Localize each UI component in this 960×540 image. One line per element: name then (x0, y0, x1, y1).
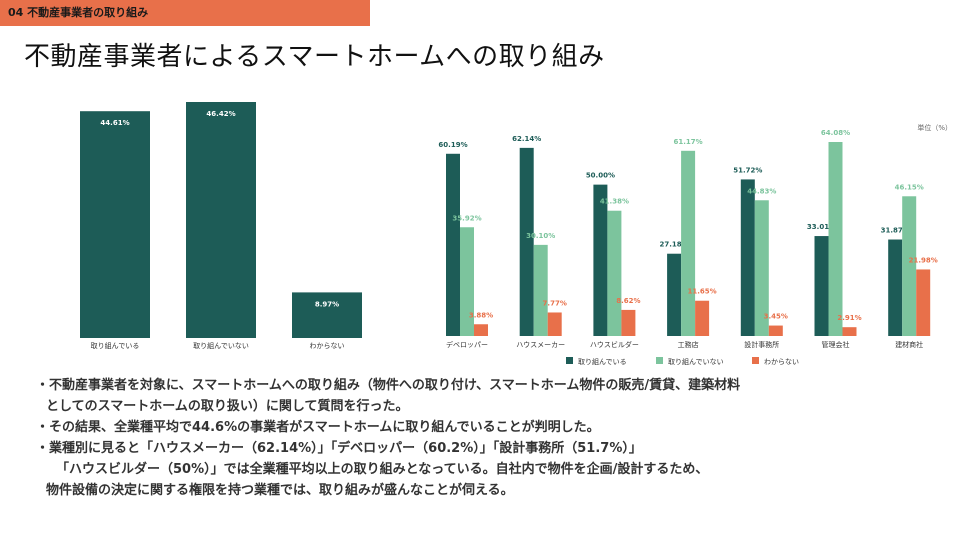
industry-bar (695, 300, 710, 336)
charts-canvas: 44.61% 取り組んでいる 46.42% 取り組んでいない 8.97% わからない 単位（… (80, 102, 952, 366)
overall-bar-value-label: 8.97% (315, 300, 339, 308)
industry-bar-value-label: 44.83% (747, 187, 776, 195)
industry-bar (842, 327, 857, 336)
industry-bar-value-label: 50.00% (586, 172, 615, 180)
legend-label: 取り組んでいる (578, 357, 627, 366)
legend-label: 取り組んでいない (668, 357, 724, 366)
industry-bar (681, 150, 696, 336)
overall-bar (80, 111, 150, 339)
industry-bar-value-label: 46.15% (895, 183, 924, 191)
overall-bar (292, 292, 362, 338)
note-line: 物件設備の決定に関する権限を持つ業種では、取り組みが盛んなことが伺える。 (46, 483, 514, 498)
industry-bar (474, 324, 488, 336)
industry-bar (519, 147, 534, 336)
note-line: としてのスマートホームの取り扱い）に関して質問を行った。 (46, 399, 409, 414)
overall-bar-value-label: 46.42% (206, 110, 235, 118)
industry-bar (916, 269, 931, 336)
legend-swatch (752, 357, 759, 364)
industry-bar-value-label: 35.92% (452, 214, 481, 222)
industry-bar (667, 253, 682, 336)
industry-bar-value-label: 64.08% (821, 129, 850, 137)
legend-swatch (656, 357, 663, 364)
note-line: ・不動産事業者を対象に、スマートホームへの取り組み（物件への取り付け、スマートホ… (36, 378, 741, 393)
industry-bar-value-label: 3.88% (469, 311, 493, 319)
industry-bar (902, 196, 917, 336)
industry-bar-value-label: 30.10% (526, 232, 555, 240)
industry-bar (621, 309, 636, 336)
industry-category-label: 設計事務所 (744, 340, 779, 349)
industry-category-label: 工務店 (678, 340, 699, 349)
industry-bar-value-label: 51.72% (733, 166, 762, 174)
industry-bar-value-label: 11.65% (688, 288, 717, 296)
note-line: ・業種別に見ると「ハウスメーカー（62.14%）」「デベロッパー（60.2%）」… (36, 441, 642, 456)
industry-bar (446, 153, 460, 336)
industry-bar-value-label: 62.14% (512, 135, 541, 143)
industry-bar-value-label: 31.87% (881, 227, 910, 235)
overall-category-label: 取り組んでいない (193, 341, 249, 350)
legend-label: わからない (764, 358, 799, 366)
industry-category-label: ハウスビルダー (590, 340, 639, 349)
note-line: 「ハウスビルダー（50%）」では全業種平均以上の取り組みとなっている。自社内で物… (56, 462, 709, 477)
note-line: ・その結果、全業種平均で44.6%の事業者がスマートホームに取り組んでいることが… (36, 420, 600, 435)
page-title: 不動産事業者によるスマートホームへの取り組み (24, 42, 605, 72)
overall-bar (186, 102, 256, 338)
unit-label: 単位（%） (917, 123, 952, 132)
industry-category-label: 管理会社 (822, 340, 850, 349)
overall-category-label: 取り組んでいる (91, 341, 140, 350)
industry-bar (547, 312, 562, 336)
industry-bar-value-label: 7.77% (543, 299, 567, 307)
overall-bar-value-label: 44.61% (100, 119, 129, 127)
industry-bar (593, 184, 608, 336)
industry-bar-value-label: 21.98% (909, 256, 938, 264)
industry-bar (607, 210, 622, 336)
industry-bar (754, 200, 769, 336)
industry-bar (460, 227, 474, 336)
industry-bar-value-label: 3.45% (764, 313, 788, 321)
industry-category-label: ハウスメーカー (516, 341, 565, 349)
industry-category-label: 建材商社 (895, 340, 923, 349)
industry-bar (533, 244, 548, 336)
industry-bar-value-label: 60.19% (438, 141, 467, 149)
industry-bar (814, 236, 829, 336)
industry-bar (888, 239, 903, 336)
industry-bar-value-label: 61.17% (674, 138, 703, 146)
overall-category-label: わからない (310, 342, 345, 350)
section-tag: 04 不動産事業者の取り組み (0, 0, 370, 26)
notes: ・不動産事業者を対象に、スマートホームへの取り組み（物件への取り付け、スマートホ… (36, 375, 946, 501)
industry-bar (828, 142, 843, 336)
industry-category-label: デベロッパー (446, 340, 488, 349)
industry-bar-value-label: 41.38% (600, 198, 629, 206)
industry-bar (768, 325, 783, 336)
industry-bar-value-label: 33.01% (807, 223, 836, 231)
industry-bar (740, 179, 755, 336)
industry-bar-value-label: 2.91% (837, 314, 861, 322)
industry-bar-value-label: 8.62% (616, 297, 640, 305)
industry-bar-value-label: 27.18% (660, 241, 689, 249)
legend-swatch (566, 357, 573, 364)
